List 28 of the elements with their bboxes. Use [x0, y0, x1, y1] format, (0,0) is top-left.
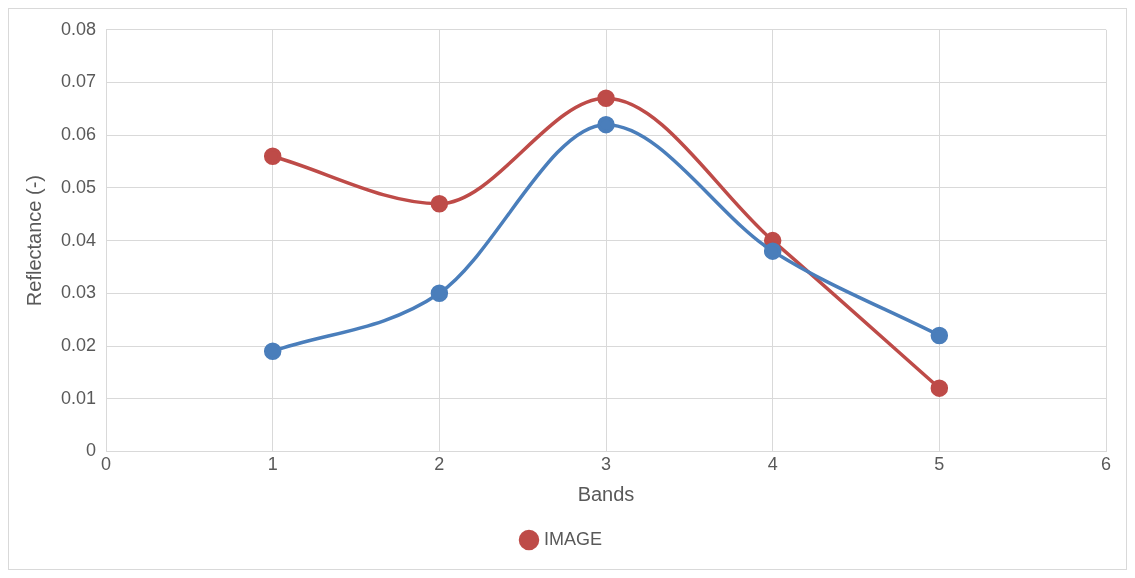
y-tick-label: 0 — [86, 440, 97, 461]
y-tick-label: 0.01 — [60, 387, 97, 408]
point — [430, 284, 449, 303]
x-tick-label: 5 — [934, 454, 945, 475]
point — [430, 194, 449, 213]
point — [597, 89, 615, 108]
legend-label: IMAGE — [544, 528, 603, 549]
y-axis-title: Reflectance (-) — [22, 175, 45, 307]
y-tick-label: 0.02 — [60, 334, 97, 355]
y-tick-label: 0.03 — [60, 282, 97, 303]
point — [597, 115, 615, 134]
y-tick-label: 0.04 — [60, 229, 97, 250]
point — [930, 326, 949, 345]
y-tick-label: 0.06 — [60, 124, 97, 145]
point — [930, 379, 949, 397]
x-tick-label: 6 — [1100, 454, 1112, 475]
x-axis-title: Bands — [577, 482, 635, 505]
x-tick-label: 2 — [434, 454, 445, 475]
y-tick-label: 0.08 — [60, 18, 97, 39]
y-tick-label: 0.07 — [60, 71, 97, 92]
x-tick-label: 3 — [601, 454, 612, 475]
x-tick-label: 0 — [101, 454, 112, 475]
x-tick-label: 4 — [767, 454, 778, 475]
y-tick-label: 0.05 — [60, 176, 97, 197]
point — [763, 242, 782, 260]
point — [263, 342, 282, 361]
x-tick-label: 1 — [267, 454, 278, 475]
point — [263, 147, 282, 166]
